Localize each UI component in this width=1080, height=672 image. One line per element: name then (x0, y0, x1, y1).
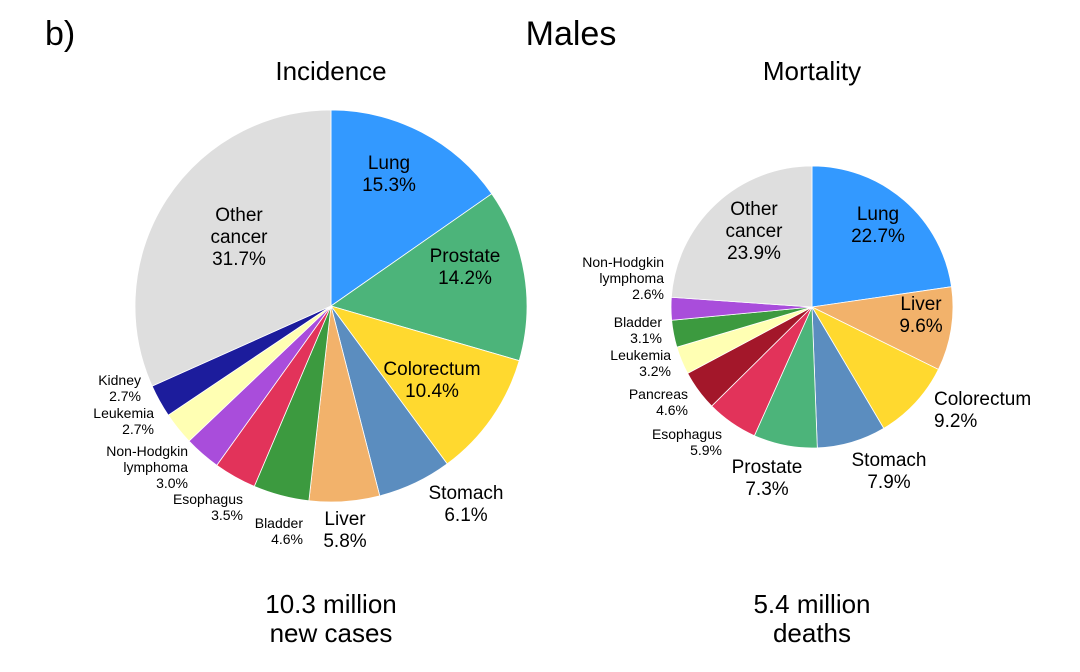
incidence-labels: Lung 15.3% Prostate 14.2% Colorectum 10.4% Sto… (93, 153, 503, 552)
mortality-footer-line1: 5.4 million (753, 589, 870, 619)
incidence-label-stomach: Stomach 6.1% (429, 483, 504, 526)
incidence-label-prostate: Prostate 14.2% (430, 246, 501, 289)
incidence-label-other-cancer: Other cancer 31.7% (210, 205, 268, 270)
incidence-slice-lung (330, 109, 493, 307)
mortality-labels: Lung 22.7% Liver 9.6% Colorectum 9.2%Stomach 7… (582, 199, 1031, 500)
mortality-title: Mortality (763, 56, 861, 86)
panel-label: b) (45, 15, 75, 53)
incidence-chart: Incidence Lung 15.3% Prostate 14.2% Colorect… (93, 56, 528, 648)
mortality-label-other-cancer: Other cancer 23.9% (725, 199, 783, 264)
mortality-slice-lung (811, 165, 952, 308)
incidence-title: Incidence (275, 56, 386, 86)
mortality-label-leukemia: Leukemia 3.2% (610, 347, 671, 379)
incidence-footer-line1: 10.3 million (265, 589, 397, 619)
mortality-label-stomach: Stomach 7.9% (852, 450, 927, 493)
incidence-label-esophagus: Esophagus 3.5% (173, 491, 243, 523)
mortality-label-liver: Liver 9.6% (899, 294, 942, 337)
mortality-pie (670, 165, 954, 449)
incidence-label-lung: Lung 15.3% (362, 153, 416, 196)
mortality-label-prostate: Prostate 7.3% (732, 457, 803, 500)
incidence-label-bladder: Bladder 4.6% (255, 515, 304, 547)
incidence-label-non-hodgkin-lymphoma: Non-Hodgkin lymphoma 3.0% (106, 443, 188, 491)
mortality-label-bladder: Bladder 3.1% (614, 314, 663, 346)
mortality-footer-line2: deaths (773, 618, 851, 648)
mortality-label-non-hodgkin-lymphoma: Non-Hodgkin lymphoma 2.6% (582, 254, 664, 302)
mortality-slice-other-cancer (670, 165, 813, 308)
incidence-slice-prostate (330, 193, 528, 362)
incidence-label-liver: Liver 5.8% (323, 509, 366, 552)
mortality-label-colorectum: Colorectum 9.2% (934, 389, 1031, 432)
incidence-label-leukemia: Leukemia 2.7% (93, 405, 154, 437)
mortality-label-pancreas: Pancreas 4.6% (629, 386, 688, 418)
incidence-slice-colorectum (329, 305, 520, 465)
incidence-label-colorectum: Colorectum 10.4% (383, 359, 480, 402)
incidence-pie (134, 109, 528, 503)
mortality-slice-colorectum (810, 306, 939, 429)
mortality-chart: Mortality Lung 22.7% Liver 9.6% Colorectum 9.… (582, 56, 1031, 648)
figure-title: Males (526, 15, 617, 53)
incidence-label-kidney: Kidney 2.7% (98, 372, 141, 404)
mortality-slice-liver (810, 286, 954, 370)
incidence-slice-other-cancer (134, 109, 332, 387)
mortality-label-lung: Lung 22.7% (851, 204, 905, 247)
mortality-label-esophagus: Esophagus 5.9% (652, 426, 722, 458)
incidence-footer-line2: new cases (270, 618, 393, 648)
